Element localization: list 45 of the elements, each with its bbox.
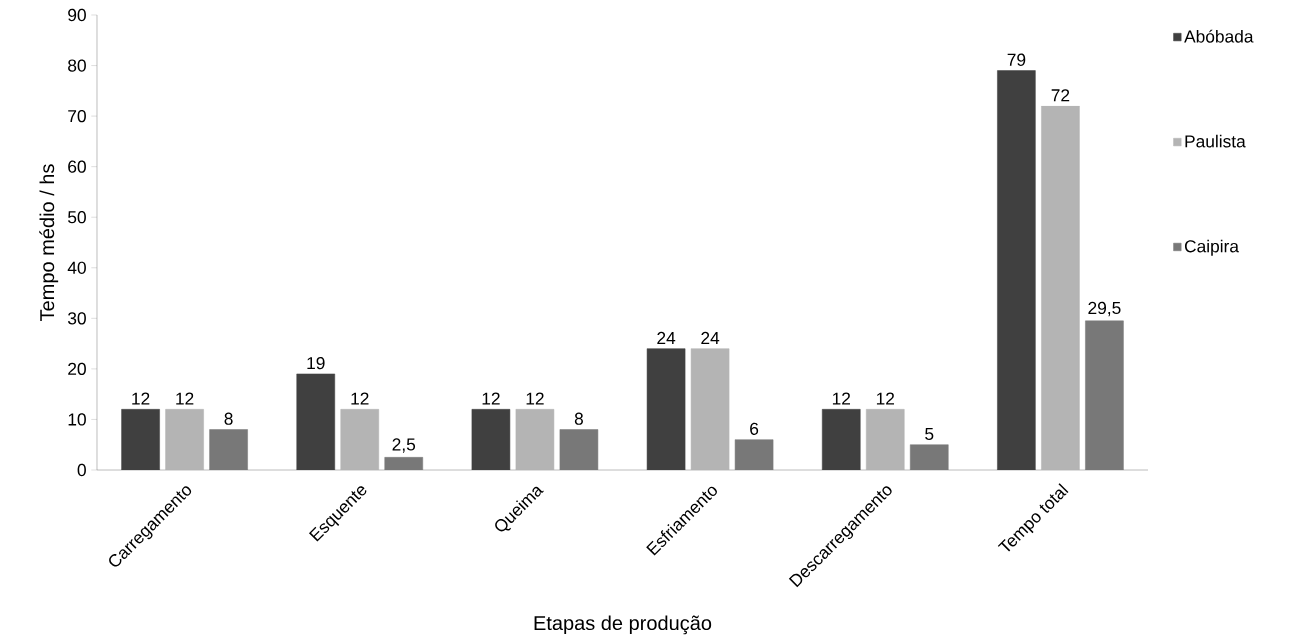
data-label: 72 — [1051, 89, 1070, 102]
data-label: 12 — [132, 392, 150, 405]
bar — [646, 348, 686, 470]
data-label: 12 — [876, 392, 895, 405]
y-tick-label: 80 — [68, 59, 86, 72]
y-tick-label: 90 — [68, 8, 86, 22]
y-axis-title: Tempo médio / hs — [39, 164, 59, 321]
bar — [865, 409, 905, 470]
data-label: 2,5 — [392, 438, 416, 453]
x-axis-title: Etapas de produção — [534, 615, 712, 635]
data-label: 12 — [526, 392, 544, 405]
bar — [340, 409, 380, 470]
bar — [165, 409, 204, 470]
bar — [296, 373, 336, 470]
data-label: 5 — [925, 427, 934, 441]
bar — [1041, 105, 1080, 470]
bar — [690, 348, 730, 470]
data-label: 24 — [657, 331, 676, 344]
legend-label: Caipira — [1184, 239, 1239, 256]
data-label: 19 — [307, 356, 325, 370]
data-label: 8 — [224, 412, 233, 425]
data-label: 12 — [482, 392, 500, 405]
bar — [121, 409, 160, 470]
y-tick-label: 50 — [68, 211, 86, 224]
data-label: 24 — [701, 331, 720, 344]
y-tick-label: 0 — [77, 463, 86, 477]
y-tick-label: 30 — [67, 312, 86, 325]
data-label: 79 — [1007, 53, 1026, 66]
data-label: 8 — [574, 412, 583, 425]
y-tick-label: 60 — [68, 160, 86, 173]
bar — [821, 409, 861, 470]
y-tick-label: 20 — [68, 362, 86, 376]
data-label: 12 — [351, 392, 369, 405]
y-tick-label: 70 — [68, 109, 86, 123]
data-label: 12 — [176, 392, 194, 405]
bar — [997, 70, 1036, 470]
legend-label: Paulista — [1185, 134, 1246, 148]
data-label: 29,5 — [1088, 301, 1121, 317]
data-label: 6 — [750, 422, 759, 435]
bar — [515, 409, 555, 470]
bar — [471, 409, 511, 470]
legend-label: Abóbada — [1184, 29, 1254, 43]
data-label: 12 — [832, 392, 851, 405]
y-tick-label: 40 — [67, 261, 86, 274]
y-tick-label: 10 — [68, 413, 86, 426]
